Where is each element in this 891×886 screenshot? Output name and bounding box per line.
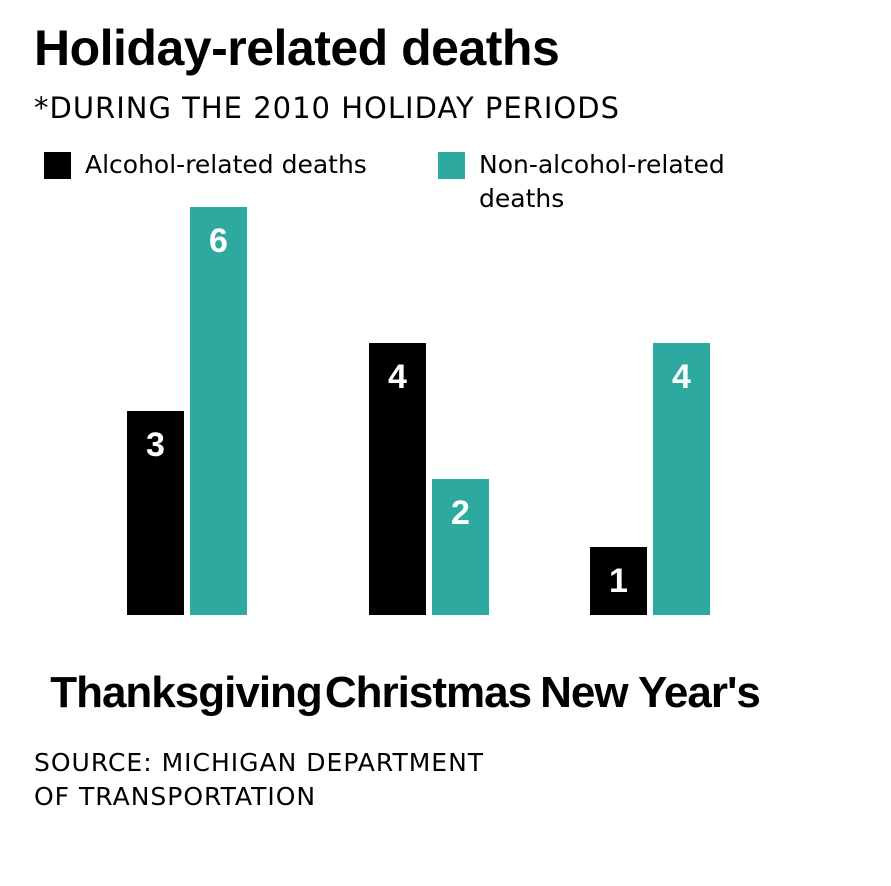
data-label-thanksgiving-non-alcohol: 6 [209,222,228,260]
data-label-thanksgiving-alcohol: 3 [146,426,165,464]
bar-christmas-non-alcohol [432,479,489,615]
legend-swatch-alcohol [44,152,71,179]
legend-swatch-non-alcohol [438,152,465,179]
legend-item-alcohol: Alcohol-related deaths [44,148,385,182]
category-label-thanksgiving: Thanksgiving [50,668,322,717]
data-label-new-year-s-non-alcohol: 4 [672,358,691,396]
data-label-christmas-alcohol: 4 [388,358,407,396]
chart-title: Holiday-related deaths [34,20,560,76]
bar-chart: 3 6 Thanksgiving 4 2 Christmas 1 4 New Year's [50,207,761,717]
source-line-1: SOURCE: MICHIGAN DEPARTMENT [34,748,485,777]
chart-subtitle: *DURING THE 2010 HOLIDAY PERIODS [34,91,620,125]
bar-new-year-s-non-alcohol [653,343,710,615]
category-label-christmas: Christmas [325,668,531,717]
source-line-2: OF TRANSPORTATION [34,782,317,811]
legend-item-non-alcohol: Non-alcohol-related deaths [438,148,779,216]
legend-label-alcohol: Alcohol-related deaths [85,150,367,179]
data-label-christmas-non-alcohol: 2 [451,494,470,532]
category-label-new-year-s: New Year's [540,668,760,717]
bar-thanksgiving-alcohol [127,411,184,615]
legend: Alcohol-related deaths Non-alcohol-relat… [0,148,891,218]
bar-thanksgiving-non-alcohol [190,207,247,615]
bar-new-year-s-alcohol [590,547,647,615]
legend-label-non-alcohol: Non-alcohol-related deaths [479,150,725,213]
source-note: SOURCE: MICHIGAN DEPARTMENT OF TRANSPORT… [34,746,594,814]
bar-christmas-alcohol [369,343,426,615]
data-label-new-year-s-alcohol: 1 [609,562,628,600]
